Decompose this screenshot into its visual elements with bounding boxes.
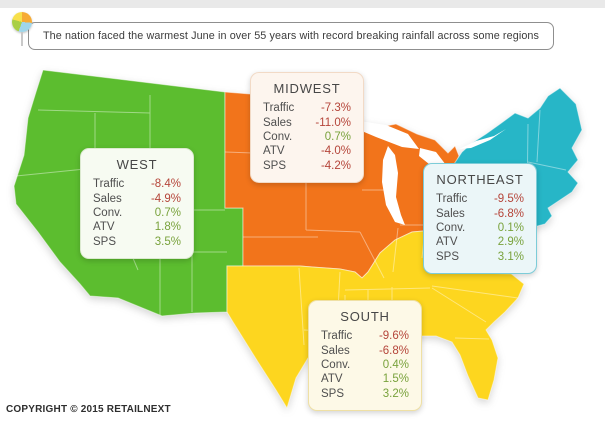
metric-value: 0.1% (497, 221, 524, 234)
retailnext-logo-icon (12, 12, 32, 46)
metric-row: Sales -6.8% (424, 206, 536, 220)
headline-banner: The nation faced the warmest June in ove… (28, 22, 554, 50)
callout-west: WEST Traffic -8.4% Sales -4.9% Conv. 0.7… (80, 148, 194, 259)
callout-south: SOUTH Traffic -9.6% Sales -6.8% Conv. 0.… (308, 300, 422, 411)
metrics-midwest: Traffic -7.3% Sales -11.0% Conv. 0.7% AT… (251, 101, 363, 182)
metric-row: Conv. 0.1% (424, 221, 536, 235)
metric-value: 0.7% (324, 130, 351, 143)
metric-value: -6.8% (493, 207, 524, 220)
metric-row: Conv. 0.4% (309, 358, 421, 372)
metric-row: Traffic -9.6% (309, 329, 421, 343)
metrics-south: Traffic -9.6% Sales -6.8% Conv. 0.4% ATV… (309, 329, 421, 410)
metric-row: ATV 2.9% (424, 235, 536, 249)
copyright-text: COPYRIGHT © 2015 RETAILNEXT (6, 404, 171, 415)
top-strip (0, 0, 605, 8)
region-title-south: SOUTH (340, 309, 390, 324)
metric-value: 2.9% (497, 236, 524, 249)
metric-label: Conv. (263, 130, 293, 143)
metric-row: ATV 1.5% (309, 372, 421, 386)
metric-value: 3.5% (154, 235, 181, 248)
metric-value: 1.5% (382, 373, 409, 386)
lake-michigan (382, 146, 405, 225)
lake-ontario (459, 129, 506, 149)
headline-text: The nation faced the warmest June in ove… (42, 30, 540, 42)
metric-label: Sales (263, 116, 292, 129)
metric-row: SPS 3.5% (81, 235, 193, 249)
metric-value: -8.4% (150, 178, 181, 191)
metric-value: -4.2% (320, 159, 351, 172)
metric-row: Sales -4.9% (81, 191, 193, 205)
metric-label: Traffic (321, 330, 353, 343)
metric-label: Sales (321, 344, 350, 357)
metric-row: Conv. 0.7% (81, 206, 193, 220)
callout-northeast: NORTHEAST Traffic -9.5% Sales -6.8% Conv… (423, 163, 537, 274)
metric-label: ATV (263, 145, 285, 158)
metric-label: SPS (436, 250, 460, 263)
metrics-west: Traffic -8.4% Sales -4.9% Conv. 0.7% ATV… (81, 177, 193, 258)
metric-value: -9.6% (378, 330, 409, 343)
metric-row: Sales -11.0% (251, 115, 363, 129)
metric-label: Sales (436, 207, 465, 220)
region-title-northeast: NORTHEAST (436, 172, 524, 187)
metric-label: Conv. (93, 206, 123, 219)
metric-value: 1.8% (154, 221, 181, 234)
metric-label: SPS (321, 387, 345, 400)
metric-label: Conv. (321, 358, 351, 371)
metric-row: SPS -4.2% (251, 159, 363, 173)
metric-value: -9.5% (493, 193, 524, 206)
metric-row: Traffic -8.4% (81, 177, 193, 191)
metric-label: ATV (436, 236, 458, 249)
metrics-northeast: Traffic -9.5% Sales -6.8% Conv. 0.1% ATV… (424, 192, 536, 273)
metric-value: 3.1% (497, 250, 524, 263)
metric-row: ATV 1.8% (81, 220, 193, 234)
metric-label: ATV (93, 221, 115, 234)
metric-label: Conv. (436, 221, 466, 234)
region-title-west: WEST (116, 157, 158, 172)
metric-label: SPS (263, 159, 287, 172)
metric-value: -6.8% (378, 344, 409, 357)
metric-value: 3.2% (382, 387, 409, 400)
metric-label: Traffic (93, 178, 125, 191)
metric-label: Traffic (263, 102, 295, 115)
metric-row: Sales -6.8% (309, 343, 421, 357)
metric-value: -4.9% (150, 192, 181, 205)
metric-row: ATV -4.0% (251, 144, 363, 158)
metric-row: Traffic -7.3% (251, 101, 363, 115)
metric-row: Traffic -9.5% (424, 192, 536, 206)
metric-value: -11.0% (315, 116, 351, 129)
metric-value: -7.3% (320, 102, 351, 115)
metric-row: SPS 3.2% (309, 387, 421, 401)
metric-label: SPS (93, 235, 117, 248)
metric-value: 0.4% (382, 358, 409, 371)
metric-label: ATV (321, 373, 343, 386)
metric-label: Traffic (436, 193, 468, 206)
metric-label: Sales (93, 192, 122, 205)
metric-value: -4.0% (320, 145, 351, 158)
metric-row: SPS 3.1% (424, 250, 536, 264)
callout-midwest: MIDWEST Traffic -7.3% Sales -11.0% Conv.… (250, 72, 364, 183)
region-title-midwest: MIDWEST (273, 81, 341, 96)
metric-row: Conv. 0.7% (251, 130, 363, 144)
metric-value: 0.7% (154, 206, 181, 219)
